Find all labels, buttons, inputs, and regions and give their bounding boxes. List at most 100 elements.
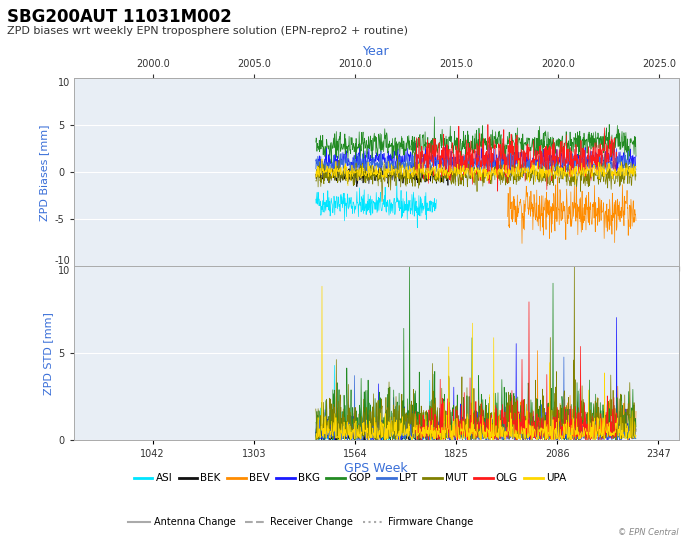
BEV [503, 213, 512, 220]
MUT [330, 404, 339, 410]
UPA [555, 165, 564, 172]
BEK [433, 174, 442, 180]
UPA [330, 410, 339, 417]
GOP [327, 160, 335, 167]
ASI [341, 422, 349, 428]
OLG [572, 146, 580, 152]
LPT [330, 166, 339, 173]
GOP [554, 426, 563, 432]
BKG [424, 156, 432, 163]
Text: -10: -10 [55, 256, 71, 266]
OLG [484, 122, 492, 128]
BEV [632, 408, 640, 415]
LPT [377, 147, 385, 154]
GOP [330, 387, 339, 393]
UPA [318, 283, 326, 289]
GOP [454, 149, 463, 156]
UPA [330, 173, 339, 179]
Line: OLG: OLG [415, 125, 617, 191]
LPT [555, 168, 564, 175]
BKG [522, 158, 530, 164]
GOP [312, 139, 320, 145]
ASI [432, 197, 440, 203]
LPT [330, 427, 339, 434]
Line: ASI: ASI [316, 180, 436, 228]
Line: BKG: BKG [316, 143, 636, 178]
UPA [454, 434, 462, 441]
MUT [454, 183, 463, 189]
MUT [410, 150, 419, 156]
BEK [452, 178, 460, 185]
GOP [507, 138, 515, 145]
UPA [454, 171, 463, 178]
BKG [480, 174, 489, 181]
UPA [632, 432, 640, 438]
LPT [554, 426, 563, 433]
Line: MUT: MUT [316, 153, 636, 201]
BEV [608, 231, 616, 238]
ASI [358, 426, 367, 433]
MUT [424, 178, 432, 184]
BEK [416, 174, 424, 180]
BEK [359, 437, 368, 443]
BEV [533, 347, 542, 354]
ASI [318, 198, 327, 204]
LPT [312, 166, 320, 172]
OLG [583, 437, 592, 443]
BKG [554, 420, 563, 426]
Line: GOP: GOP [316, 117, 636, 164]
UPA [507, 170, 515, 177]
OLG [416, 426, 425, 433]
BEK [416, 435, 424, 442]
GOP [506, 390, 514, 396]
ASI [348, 437, 356, 443]
Text: © EPN Central: © EPN Central [618, 528, 679, 537]
BKG [330, 151, 339, 158]
LPT [506, 433, 514, 440]
Line: UPA: UPA [316, 286, 636, 440]
Legend: ASI, BEK, BEV, BKG, GOP, LPT, MUT, OLG, UPA: ASI, BEK, BEV, BKG, GOP, LPT, MUT, OLG, … [134, 474, 566, 483]
BEV [620, 208, 628, 214]
GOP [632, 423, 640, 430]
Line: BEK: BEK [316, 418, 456, 440]
OLG [466, 172, 475, 178]
OLG [612, 153, 621, 160]
MUT [554, 407, 563, 413]
OLG [590, 154, 598, 161]
BEV [554, 174, 562, 181]
BKG [616, 437, 624, 443]
BEK [360, 165, 369, 172]
MUT [312, 406, 320, 412]
ASI [312, 433, 320, 440]
OLG [572, 426, 580, 433]
BEK [312, 171, 320, 178]
MUT [632, 173, 640, 179]
OLG [494, 188, 502, 194]
BKG [411, 140, 419, 146]
OLG [416, 166, 425, 173]
UPA [555, 436, 564, 443]
OLG [525, 299, 533, 305]
Line: LPT: LPT [316, 151, 636, 178]
OLG [411, 167, 419, 173]
GOP [424, 409, 432, 416]
LPT [560, 354, 568, 360]
OLG [435, 145, 444, 152]
Y-axis label: ZPD STD [mm]: ZPD STD [mm] [43, 312, 52, 395]
BEV [622, 200, 630, 207]
BKG [312, 158, 320, 164]
GOP [555, 136, 564, 143]
BEK [353, 184, 361, 190]
BEV [609, 406, 617, 413]
MUT [632, 428, 640, 435]
LPT [454, 158, 462, 165]
MUT [312, 178, 320, 184]
LPT [423, 436, 431, 442]
UPA [312, 174, 320, 180]
UPA [424, 430, 432, 437]
LPT [507, 150, 515, 156]
Line: OLG: OLG [415, 302, 617, 440]
BEK [444, 161, 453, 168]
MUT [522, 169, 530, 176]
ASI [432, 435, 440, 442]
